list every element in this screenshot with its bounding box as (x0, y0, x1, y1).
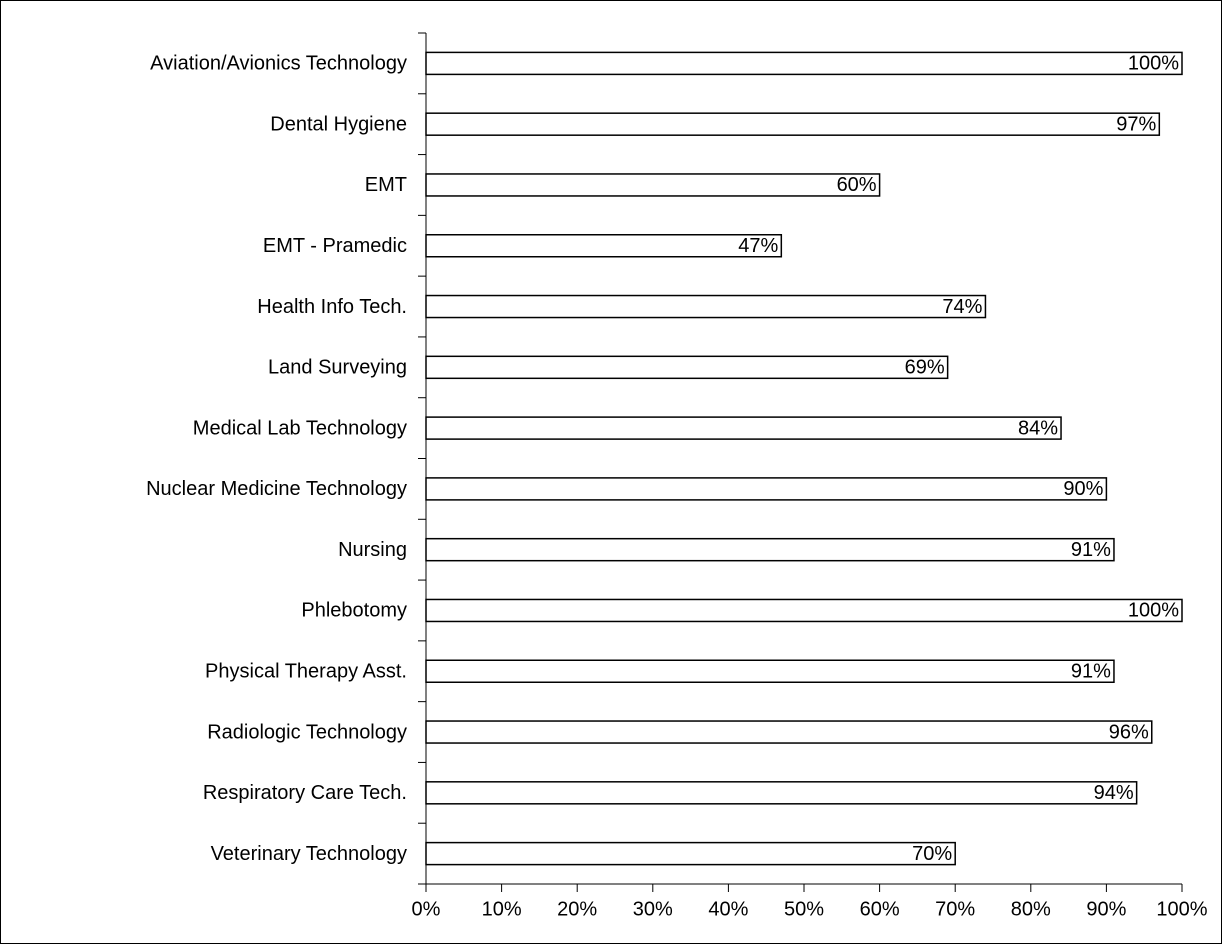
y-tick-label: Physical Therapy Asst. (205, 661, 407, 683)
value-label: 96% (1109, 721, 1149, 743)
value-label: 60% (837, 174, 877, 196)
value-label: 70% (912, 843, 952, 865)
y-tick-label: Respiratory Care Tech. (203, 782, 407, 804)
bar (425, 173, 881, 197)
value-label: 90% (1063, 478, 1103, 500)
y-tick-label: Nursing (338, 539, 407, 561)
value-label: 97% (1116, 113, 1156, 135)
y-tick-label: Phlebotomy (301, 600, 407, 622)
bar (425, 112, 1161, 136)
x-tick-label: 80% (1011, 898, 1051, 920)
x-tick-label: 30% (633, 898, 673, 920)
value-label: 69% (905, 357, 945, 379)
y-tick-label: Dental Hygiene (270, 113, 407, 135)
y-tick-label: Veterinary Technology (211, 843, 407, 865)
y-tick-label: Medical Lab Technology (193, 417, 407, 439)
value-label: 100% (1128, 600, 1179, 622)
value-label: 94% (1094, 782, 1134, 804)
bar (425, 781, 1138, 805)
y-tick-label: Radiologic Technology (207, 721, 407, 743)
bar (425, 659, 1115, 683)
value-label: 91% (1071, 539, 1111, 561)
x-tick-label: 70% (935, 898, 975, 920)
value-label: 91% (1071, 661, 1111, 683)
y-tick-label: Health Info Tech. (257, 296, 407, 318)
x-tick-label: 20% (557, 898, 597, 920)
bar (425, 841, 956, 866)
y-tick-label: EMT (365, 174, 407, 196)
bar (425, 416, 1062, 440)
x-tick-label: 40% (708, 898, 748, 920)
x-tick-label: 90% (1086, 898, 1126, 920)
x-tick-label: 100% (1156, 898, 1207, 920)
y-tick-label: Nuclear Medicine Technology (146, 478, 407, 500)
bar (425, 355, 949, 380)
x-tick-label: 50% (784, 898, 824, 920)
value-label: 47% (738, 235, 778, 257)
bar (425, 51, 1183, 76)
bar (425, 294, 987, 319)
value-label: 100% (1128, 53, 1179, 75)
bar (425, 477, 1108, 501)
value-label: 84% (1018, 417, 1058, 439)
bar (425, 537, 1115, 562)
bar (425, 720, 1153, 744)
y-tick-label: Land Surveying (268, 357, 407, 379)
bar (425, 234, 783, 258)
x-tick-label: 60% (860, 898, 900, 920)
y-tick-label: Aviation/Avionics Technology (150, 53, 407, 75)
x-tick-label: 10% (482, 898, 522, 920)
y-tick-label: EMT - Pramedic (263, 235, 407, 257)
value-label: 74% (942, 296, 982, 318)
x-tick-label: 0% (412, 898, 441, 920)
bar (425, 598, 1183, 623)
